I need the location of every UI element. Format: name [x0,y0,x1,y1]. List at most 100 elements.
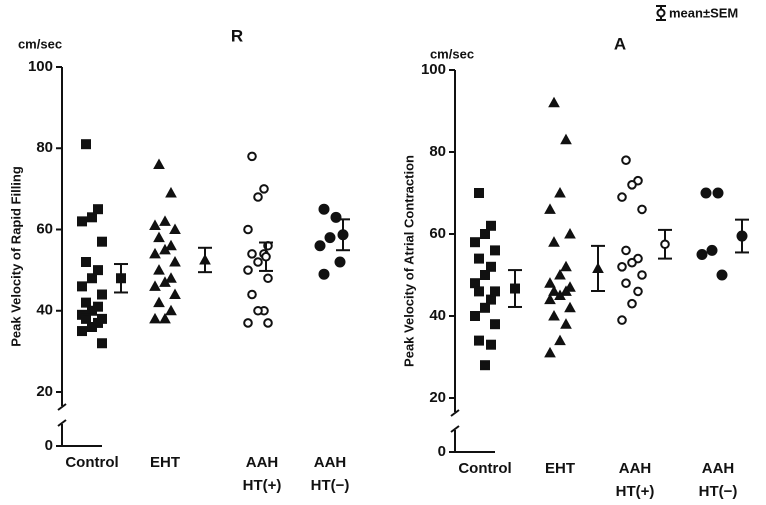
point [81,257,91,267]
x-tick-label: HT(−) [699,483,738,500]
point [159,215,171,226]
point [81,139,91,150]
legend: mean±SEM [656,5,738,21]
point [486,294,496,305]
point [633,286,643,297]
y-tick-label: 60 [429,225,446,242]
point [548,96,560,108]
mean-marker [261,251,271,262]
point [87,322,97,332]
point [149,219,161,230]
y-axis [57,419,67,427]
point [318,268,330,280]
point [318,203,330,215]
point [253,192,263,202]
point [480,360,490,371]
point [560,285,572,296]
y-axis [57,403,67,411]
point [474,335,484,346]
point [165,304,177,316]
y-tick-label: 20 [36,383,53,400]
point [93,265,103,276]
point [77,326,87,337]
point [165,239,177,251]
point [560,318,572,329]
chart: Acm/sec Peak Velocity of Atrial Contracti… [401,34,749,500]
point [243,318,253,328]
point [544,277,556,288]
y-tick-label: 20 [429,389,446,406]
point [474,188,484,198]
point [159,243,171,255]
point [716,269,728,281]
point [97,338,107,349]
chart: Rcm/sec Peak Velocity of Rapid Filling 0 20… [8,26,350,494]
point [149,247,161,259]
point [87,305,97,316]
chart-title: A [614,34,626,53]
y-axis [450,409,460,417]
mean-marker [592,262,604,273]
point [165,186,177,198]
point [617,315,627,325]
point [564,227,576,239]
point [243,224,253,235]
point [159,312,171,324]
point [93,204,103,215]
point [544,293,556,305]
point [490,319,500,330]
point [554,334,566,346]
point [247,249,257,259]
x-tick-label: Control [65,454,118,471]
point [153,158,165,169]
point [81,297,91,308]
point [169,255,181,267]
x-tick-label: HT(+) [243,477,282,494]
point [621,155,631,165]
x-tick-label: EHT [150,454,180,471]
point [564,301,576,313]
y-tick-label: 0 [438,443,446,460]
point [554,186,566,198]
y-axis-label: Peak Velocity of Rapid Filling [8,166,23,347]
y-tick-label: 40 [36,302,53,319]
point [480,302,490,313]
point [263,318,273,328]
point [153,231,165,243]
point [560,260,572,272]
legend-icon [656,8,666,18]
y-unit: cm/sec [18,36,62,51]
point [263,273,273,284]
point [470,311,480,321]
point [330,211,342,223]
point [621,245,631,256]
point [334,256,346,268]
y-axis [450,425,460,433]
mean-marker [337,229,349,241]
point [621,278,631,289]
point [87,273,97,284]
point [548,285,560,296]
x-tick-label: EHT [545,460,575,477]
y-tick-label: 60 [36,220,53,237]
point [554,268,566,280]
x-tick-label: AAH [246,454,279,471]
point [474,286,484,297]
chart-title: R [231,26,243,45]
y-tick-label: 0 [45,437,53,454]
point [548,309,560,321]
mean-marker [510,283,520,294]
point [700,187,712,199]
y-tick-label: 80 [36,139,53,156]
point [97,236,107,247]
point [149,280,161,291]
point [470,278,480,289]
point [627,298,637,309]
point [637,270,647,280]
point [77,281,87,292]
mean-marker [736,230,748,242]
point [253,257,263,267]
point [490,286,500,297]
point [470,237,480,248]
